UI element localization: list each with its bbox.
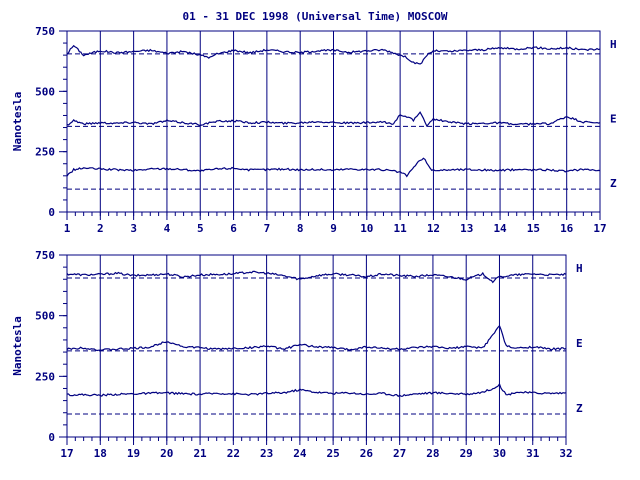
x-tick-label: 29 (460, 447, 473, 460)
y-tick-label: 250 (35, 146, 55, 159)
x-tick-label: 20 (160, 447, 173, 460)
x-tick-label: 4 (164, 222, 171, 235)
x-tick-label: 14 (493, 222, 507, 235)
series-h-line (66, 270, 567, 284)
panel-days-17-32: 17 18 19 20 21 22 23 24 25 26 27 28 29 30 31 32 0 250 500 7… (11, 249, 583, 460)
y-tick-label: 750 (35, 25, 55, 38)
x-tick-label: 31 (526, 447, 540, 460)
x-tick-label: 18 (94, 447, 107, 460)
x-tick-label: 27 (393, 447, 406, 460)
x-tick-label: 25 (327, 447, 340, 460)
series-h-line (66, 44, 601, 65)
y-tick-label: 0 (48, 206, 55, 219)
x-tick-label: 11 (394, 222, 408, 235)
x-tick-label: 12 (427, 222, 440, 235)
x-tick-label: 2 (97, 222, 104, 235)
x-tick-label: 3 (130, 222, 137, 235)
chart-title: 01 - 31 DEC 1998 (Universal Time) MOSCOW (183, 10, 448, 23)
component-label-z: Z (576, 402, 583, 415)
x-tick-label: 21 (193, 447, 207, 460)
x-tick-label: 9 (330, 222, 337, 235)
x-tick-label: 17 (60, 447, 73, 460)
y-axis-label: Nanotesla (11, 92, 24, 152)
x-tick-label: 10 (360, 222, 373, 235)
x-tick-label: 6 (230, 222, 237, 235)
y-tick-label: 250 (35, 370, 55, 383)
x-tick-label: 15 (527, 222, 540, 235)
x-tick-label: 13 (460, 222, 473, 235)
component-label-h: H (576, 262, 583, 275)
y-tick-label: 0 (48, 431, 55, 444)
x-tick-label: 30 (493, 447, 506, 460)
x-tick-label: 22 (227, 447, 240, 460)
panel-days-1-17: 1 2 3 4 5 6 7 8 9 10 11 12 13 14 15 16 170250500750Nanot… (11, 25, 617, 235)
x-tick-label: 23 (260, 447, 273, 460)
y-tick-label: 750 (35, 249, 55, 262)
component-label-e: E (576, 337, 583, 350)
x-tick-label: 16 (560, 222, 574, 235)
plot-frame (66, 254, 567, 438)
y-tick-label: 500 (35, 85, 55, 98)
x-tick-label: 19 (127, 447, 140, 460)
x-tick-label: 5 (197, 222, 204, 235)
x-tick-label: 24 (293, 447, 307, 460)
x-tick-label: 17 (593, 222, 606, 235)
component-label-h: H (610, 38, 617, 51)
series-z-line (66, 157, 601, 178)
y-tick-label: 500 (35, 310, 55, 323)
x-tick-label: 8 (297, 222, 304, 235)
x-tick-label: 7 (264, 222, 271, 235)
y-axis-label: Nanotesla (11, 316, 24, 376)
component-label-z: Z (610, 177, 617, 190)
x-tick-label: 26 (360, 447, 374, 460)
series-e-line (66, 324, 567, 352)
x-tick-label: 1 (64, 222, 71, 235)
series-e-line (66, 111, 601, 128)
series-z-line (67, 382, 567, 398)
component-label-e: E (610, 112, 617, 125)
x-tick-label: 32 (559, 447, 572, 460)
x-tick-label: 28 (426, 447, 439, 460)
